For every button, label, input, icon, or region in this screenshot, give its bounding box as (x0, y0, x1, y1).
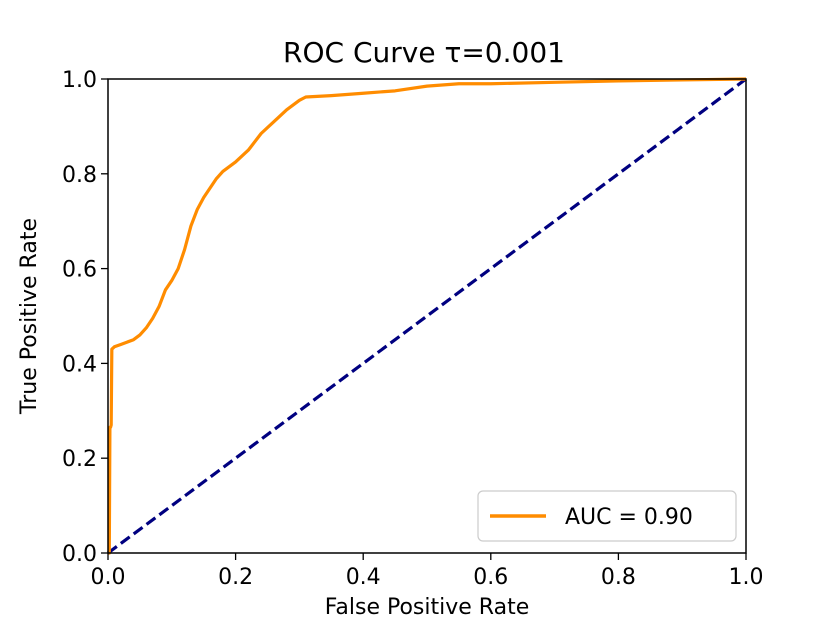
y-axis-ticks: 0.0 0.2 0.4 0.6 0.8 1.0 (62, 68, 108, 567)
legend-box (477, 490, 737, 542)
y-tick-label: 0.4 (62, 352, 97, 377)
x-axis-label: False Positive Rate (325, 595, 529, 620)
y-axis-label: True Positive Rate (17, 218, 42, 415)
x-tick-label: 1.0 (729, 565, 764, 590)
y-tick-label: 0.8 (62, 163, 97, 188)
x-tick-label: 0.8 (601, 565, 636, 590)
legend-label-auc: AUC = 0.90 (565, 505, 693, 530)
y-tick-label: 0.2 (62, 447, 97, 472)
x-tick-label: 0.2 (218, 565, 253, 590)
y-tick-label: 0.6 (62, 258, 97, 283)
y-tick-label: 1.0 (62, 68, 97, 93)
chance-diagonal-line (107, 77, 747, 555)
x-tick-label: 0.4 (346, 565, 381, 590)
x-tick-label: 0.0 (91, 565, 126, 590)
chart-title: ROC Curve τ=0.001 (283, 36, 565, 69)
x-axis-ticks: 0.0 0.2 0.4 0.6 0.8 1.0 (91, 553, 764, 590)
plot-area (107, 77, 747, 555)
x-tick-label: 0.6 (473, 565, 508, 590)
roc-curve-line (107, 77, 747, 555)
legend: AUC = 0.90 (477, 490, 737, 542)
y-tick-label: 0.0 (62, 542, 97, 567)
plot-frame (107, 78, 747, 554)
